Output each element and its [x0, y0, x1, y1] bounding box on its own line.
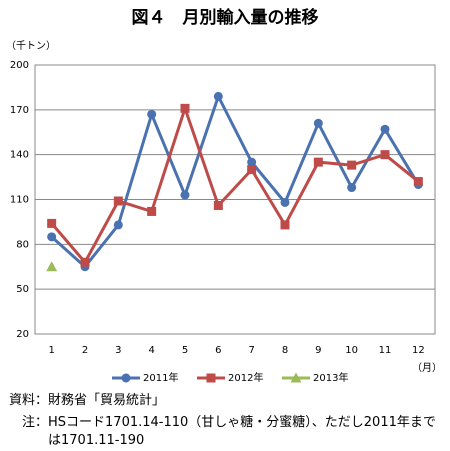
y-tick-label: 80: [16, 239, 29, 250]
point: [280, 220, 290, 230]
x-tick-label: 11: [379, 345, 392, 356]
point: [213, 91, 223, 101]
point: [213, 200, 223, 210]
note-text: HSコード1701.14-110（甘しゃ糖・分蜜糖）、ただし2011年までは17…: [48, 415, 436, 448]
x-tick-label: 8: [282, 345, 288, 356]
point: [47, 232, 57, 242]
point: [313, 118, 323, 128]
point: [313, 157, 323, 167]
point: [113, 220, 123, 230]
point: [413, 177, 423, 187]
x-tick-label: 7: [248, 345, 254, 356]
point: [247, 157, 257, 167]
x-unit: （月）: [412, 362, 442, 374]
legend-label: 2013年: [313, 371, 348, 384]
note: 資料： 財務省「貿易統計」: [4, 392, 444, 410]
legend-label: 2012年: [228, 371, 263, 384]
point: [47, 218, 57, 228]
chart-title: 図４ 月別輸入量の推移: [132, 7, 319, 28]
legend-label: 2011年: [143, 371, 178, 384]
y-tick-label: 200: [10, 60, 29, 71]
point: [347, 183, 357, 193]
point: [46, 261, 58, 272]
x-tick-label: 10: [345, 345, 358, 356]
point: [80, 257, 90, 267]
x-tick-label: 6: [215, 345, 221, 356]
x-tick-label: 12: [412, 345, 425, 356]
x-tick-label: 2: [82, 345, 88, 356]
legend-marker: [121, 373, 131, 383]
y-tick-label: 110: [10, 195, 29, 206]
x-tick-label: 4: [148, 345, 154, 356]
series-line: [50, 106, 420, 264]
note: 注： HSコード1701.14-110（甘しゃ糖・分蜜糖）、ただし2011年までは…: [4, 414, 444, 450]
point: [347, 160, 357, 170]
y-tick-label: 140: [10, 150, 29, 161]
x-tick-label: 5: [182, 345, 188, 356]
legend-marker: [206, 373, 216, 383]
x-tick-label: 3: [115, 345, 121, 356]
note-label: 資料：: [8, 393, 48, 408]
point: [380, 124, 390, 134]
y-tick-label: 170: [10, 105, 29, 116]
note-label: 注：: [21, 415, 48, 430]
point: [147, 206, 157, 216]
point: [113, 196, 123, 206]
x-tick-label: 1: [48, 345, 54, 356]
point: [380, 150, 390, 160]
chart: 図４ 月別輸入量の推移 （千トン） （月） 205080110140170200…: [6, 7, 442, 384]
y-tick-label: 50: [16, 284, 29, 295]
point: [180, 190, 190, 200]
point: [280, 197, 290, 207]
point: [247, 165, 257, 175]
y-tick-label: 20: [16, 329, 29, 340]
legend-marker: [290, 372, 302, 383]
y-unit: （千トン）: [6, 40, 56, 52]
point: [180, 103, 190, 113]
x-tick-label: 9: [315, 345, 321, 356]
note-text: 財務省「貿易統計」: [48, 393, 166, 408]
series-line: [50, 94, 420, 269]
point: [147, 109, 157, 119]
